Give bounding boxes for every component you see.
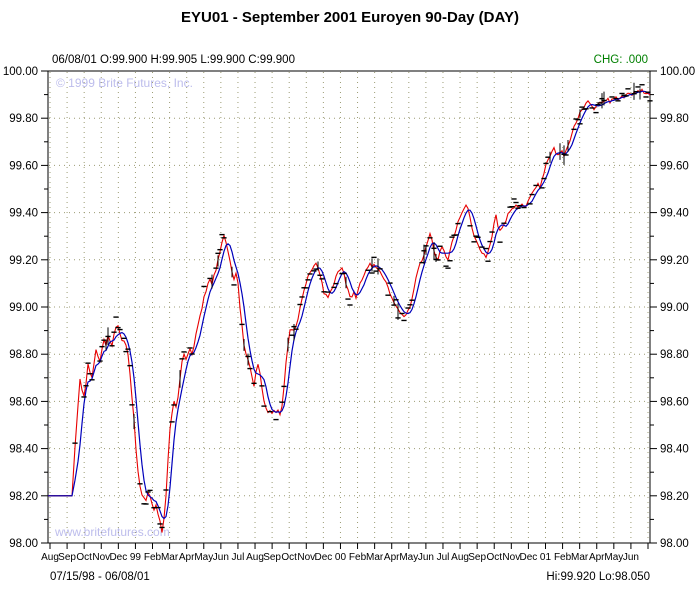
x-axis-label: Oct [486,552,502,563]
watermark-copyright: © 1999 Brite Futures, Inc. [56,76,193,90]
x-axis-label: Sep [468,552,486,563]
y-axis-label: 98.20 [9,491,38,503]
y-axis-label: 98.00 [9,538,38,550]
x-axis-label: Apr [384,552,400,563]
hi-lo-label: Hi:99.920 Lo:98.050 [546,571,650,583]
y-axis-label: 100.00 [660,66,695,78]
x-axis-label: Jun [213,552,229,563]
date-range-label: 07/15/98 - 06/08/01 [50,571,150,583]
y-axis-label: 100.00 [3,66,38,78]
y-axis-label: 98.40 [9,444,38,456]
x-axis-label: 00 [335,552,347,563]
y-axis-label: 98.60 [9,396,38,408]
y-axis-label: 99.60 [660,160,689,172]
change-readout: CHG: .000 [593,54,648,66]
y-axis-label: 99.20 [660,255,689,267]
x-axis-label: Nov [297,552,315,563]
y-axis-label: 99.80 [660,113,689,125]
x-axis-label: Dec [314,552,332,563]
x-axis-label: Jul [437,552,450,563]
x-axis-label: Feb [144,552,162,563]
moving-average-line-blue [48,90,651,520]
x-axis-label: Jun [623,552,639,563]
x-axis-label: Nov [502,552,520,563]
watermark-url: www.britefutures.com [55,525,170,539]
y-axis-label: 98.40 [660,444,689,456]
quote-readout: 06/08/01 O:99.900 H:99.905 L:99.900 C:99… [52,54,295,66]
y-axis-label: 98.00 [660,538,689,550]
x-axis-label: Apr [179,552,195,563]
x-axis-label: Mar [161,552,179,563]
y-axis-label: 98.20 [660,491,689,503]
page-title: EYU01 - September 2001 Euroyen 90-Day (D… [181,9,519,26]
x-axis-label: Nov [92,552,110,563]
x-axis-label: Jul [232,552,245,563]
x-axis-label: Aug [451,552,469,563]
x-axis-label: Aug [41,552,59,563]
y-axis-label: 99.20 [9,255,38,267]
y-axis-label: 99.60 [9,160,38,172]
x-axis-label: Mar [366,552,384,563]
y-axis-label: 98.80 [660,349,689,361]
x-axis-label: Mar [571,552,589,563]
y-axis-label: 98.60 [660,396,689,408]
y-axis-label: 99.00 [660,302,689,314]
y-axis-label: 99.40 [9,208,38,220]
x-axis-label: May [194,552,213,563]
x-axis-label: Aug [246,552,264,563]
x-axis-label: May [399,552,418,563]
x-axis-label: Sep [263,552,281,563]
x-axis-label: Jun [418,552,434,563]
x-axis-label: Feb [349,552,367,563]
x-axis-label: May [604,552,623,563]
y-axis-label: 99.80 [9,113,38,125]
x-axis-label: Sep [58,552,76,563]
x-axis-label: Oct [76,552,92,563]
x-axis-label: Oct [281,552,297,563]
price-line-red [48,88,651,533]
x-axis-label: Dec [520,552,538,563]
x-axis-label: Apr [589,552,605,563]
x-axis-label: 01 [540,552,552,563]
x-axis-label: Feb [554,552,572,563]
x-axis-label: Dec [109,552,127,563]
y-axis-label: 99.40 [660,208,689,220]
x-axis-label: 99 [130,552,142,563]
y-axis-label: 98.80 [9,349,38,361]
y-axis-label: 99.00 [9,302,38,314]
